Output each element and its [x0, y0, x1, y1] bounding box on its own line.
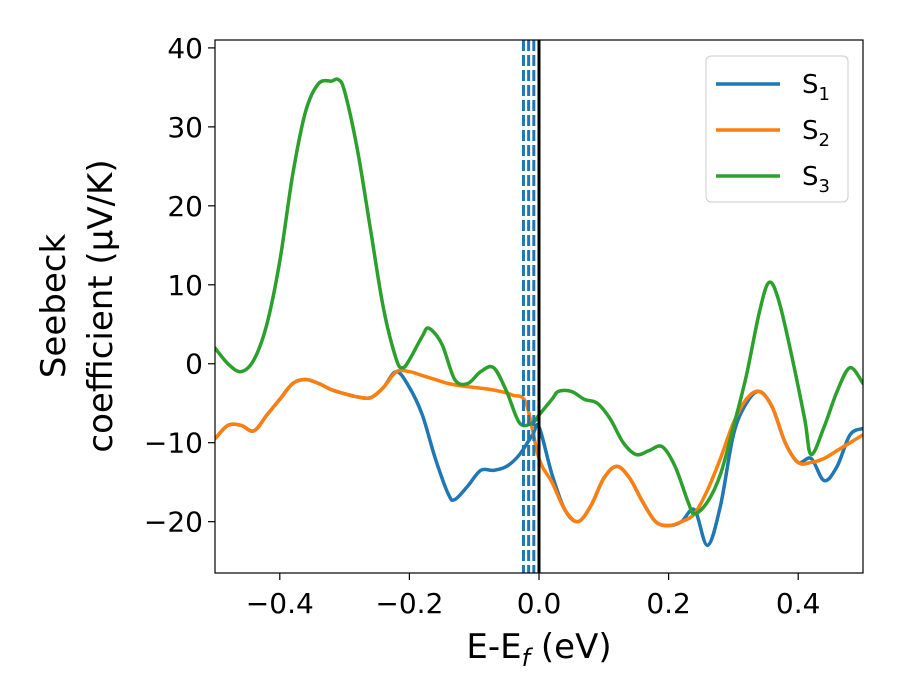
legend-label-s1: S1: [802, 70, 830, 105]
legend: S1 S2 S3: [705, 55, 849, 203]
y-tick-label: 40: [167, 32, 203, 65]
x-axis-label: E-Ef (eV): [466, 627, 611, 672]
y-tick-label: −20: [144, 506, 203, 539]
x-tick-label: 0.2: [646, 587, 691, 620]
y-axis-label-line2: coefficient (μV/K): [81, 159, 121, 452]
y-axis-ticks: −20 −10 0 10 20 30 40: [144, 32, 215, 539]
y-tick-label: −10: [144, 427, 203, 460]
legend-label-s2: S2: [802, 116, 830, 151]
x-tick-label: −0.2: [375, 587, 443, 620]
x-axis-label-unit: (eV): [530, 627, 612, 667]
legend-label-s3: S3: [802, 162, 830, 197]
x-tick-label: 0.4: [776, 587, 821, 620]
x-axis-ticks: −0.4 −0.2 0.0 0.2 0.4: [246, 573, 821, 620]
legend-items: S1 S2 S3: [716, 70, 830, 197]
y-tick-label: 0: [185, 348, 203, 381]
x-tick-label: −0.4: [246, 587, 314, 620]
x-tick-label: 0.0: [517, 587, 562, 620]
y-tick-label: 20: [167, 190, 203, 223]
y-axis-label-line1: Seebeck: [34, 234, 74, 379]
x-axis-label-main: E-E: [466, 627, 521, 667]
y-tick-label: 10: [167, 269, 203, 302]
vline-layer: [521, 40, 541, 573]
y-tick-label: 30: [167, 111, 203, 144]
